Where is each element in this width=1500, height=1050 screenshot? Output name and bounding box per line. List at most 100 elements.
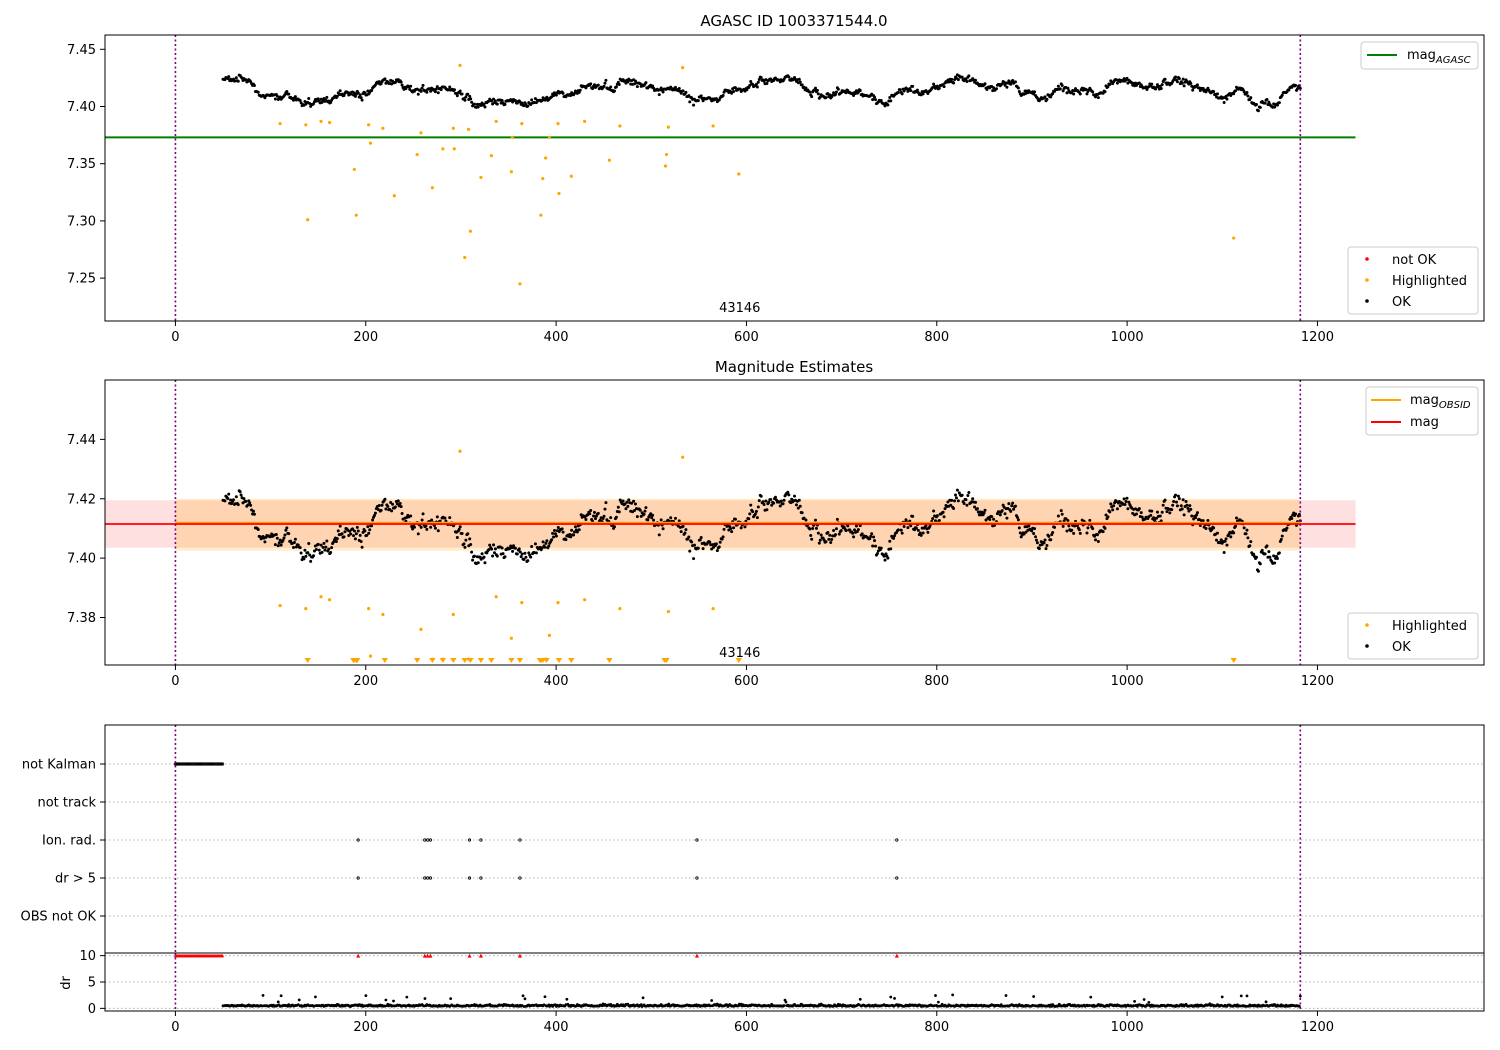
- dr-point: [521, 994, 525, 998]
- below-range-marker: [516, 658, 524, 663]
- ok-point: [294, 545, 298, 549]
- ok-point: [708, 540, 712, 544]
- panel-magnitude-ytick-label: 7.44: [67, 433, 96, 448]
- ok-point: [273, 543, 277, 547]
- ok-point: [1067, 524, 1071, 528]
- legend-status-label: OK: [1392, 295, 1411, 310]
- ok-point: [1295, 87, 1299, 91]
- ok-point: [495, 554, 499, 558]
- ok-point: [384, 507, 388, 511]
- dr-point: [1245, 994, 1249, 998]
- ok-point: [325, 539, 329, 543]
- dr-point: [710, 999, 714, 1002]
- ok-point: [604, 78, 608, 82]
- ok-point: [834, 527, 838, 531]
- ok-point: [543, 545, 547, 549]
- ok-point: [1181, 77, 1185, 81]
- ok-point: [425, 527, 429, 531]
- ok-point: [955, 488, 959, 492]
- ok-point: [1137, 81, 1141, 85]
- ok-point: [338, 89, 342, 93]
- ok-point: [646, 518, 650, 522]
- ok-point: [967, 74, 971, 78]
- ok-point: [1182, 513, 1186, 517]
- ok-point: [352, 529, 356, 533]
- ok-point: [846, 524, 850, 528]
- ok-point: [1009, 509, 1013, 513]
- ok-point: [1077, 528, 1081, 532]
- flag-point: [895, 876, 899, 880]
- ok-point: [421, 512, 425, 516]
- ok-point: [383, 497, 387, 501]
- panel-agasc-ytick-label: 7.30: [67, 214, 96, 229]
- ok-point: [828, 93, 832, 97]
- highlighted-point: [1232, 236, 1236, 240]
- panel-dr-ylabel: dr: [59, 976, 74, 990]
- flag-point-not-kalman: [220, 762, 225, 766]
- ok-point: [354, 532, 358, 536]
- ok-point: [613, 525, 617, 529]
- ok-point: [365, 533, 369, 537]
- ok-point: [359, 96, 363, 100]
- ok-point: [836, 87, 840, 91]
- ok-point: [909, 89, 913, 93]
- ok-point: [943, 507, 947, 511]
- ok-point: [596, 511, 600, 515]
- dr-point: [423, 997, 427, 1000]
- ok-point: [982, 511, 986, 515]
- dr-point: [1032, 995, 1036, 998]
- ok-point: [409, 84, 413, 88]
- ok-point: [476, 561, 480, 565]
- ok-point: [614, 515, 618, 519]
- ok-point: [575, 530, 579, 534]
- ok-point: [436, 91, 440, 95]
- ok-point: [739, 526, 743, 530]
- ok-point: [1181, 498, 1185, 502]
- ok-point: [757, 78, 761, 82]
- ok-point: [1229, 535, 1233, 539]
- ok-point: [379, 508, 383, 512]
- ok-point: [317, 548, 321, 552]
- ok-point: [1277, 551, 1281, 555]
- ok-point: [234, 76, 238, 80]
- ok-point: [858, 89, 862, 93]
- ok-point: [251, 509, 255, 513]
- ok-point: [1234, 89, 1238, 93]
- ok-point: [360, 545, 364, 549]
- ok-point: [1014, 504, 1018, 508]
- ok-point: [1003, 83, 1007, 87]
- dr-clipped-marker: [356, 953, 361, 958]
- ok-point: [1088, 518, 1092, 522]
- ok-point: [722, 527, 726, 531]
- ok-point: [360, 98, 364, 102]
- highlighted-point: [327, 598, 332, 602]
- ok-point: [884, 552, 888, 556]
- ok-point: [591, 87, 595, 91]
- ok-point: [353, 537, 357, 541]
- ok-point: [603, 507, 607, 511]
- ok-point: [464, 538, 468, 542]
- ok-point: [1189, 81, 1193, 85]
- ok-point: [274, 532, 278, 536]
- ok-point: [755, 516, 759, 520]
- ok-point: [677, 86, 681, 90]
- ok-point: [934, 519, 938, 523]
- ok-point: [804, 86, 808, 90]
- ok-point: [1177, 497, 1181, 501]
- dr-point: [936, 1000, 940, 1004]
- dr-point: [1220, 995, 1224, 999]
- legend-status-marker: [1365, 644, 1369, 648]
- ok-point: [1212, 90, 1216, 94]
- ok-point: [1066, 86, 1070, 90]
- ok-point: [1180, 81, 1184, 85]
- ok-point: [1176, 494, 1180, 498]
- ok-point: [292, 541, 296, 545]
- ok-point: [635, 515, 639, 519]
- dr-point: [1239, 994, 1243, 998]
- ok-point: [1016, 86, 1020, 90]
- flag-point: [467, 876, 472, 880]
- ok-point: [316, 97, 320, 101]
- ok-point: [1011, 501, 1015, 505]
- ok-point: [692, 557, 696, 561]
- ok-point: [1249, 540, 1253, 544]
